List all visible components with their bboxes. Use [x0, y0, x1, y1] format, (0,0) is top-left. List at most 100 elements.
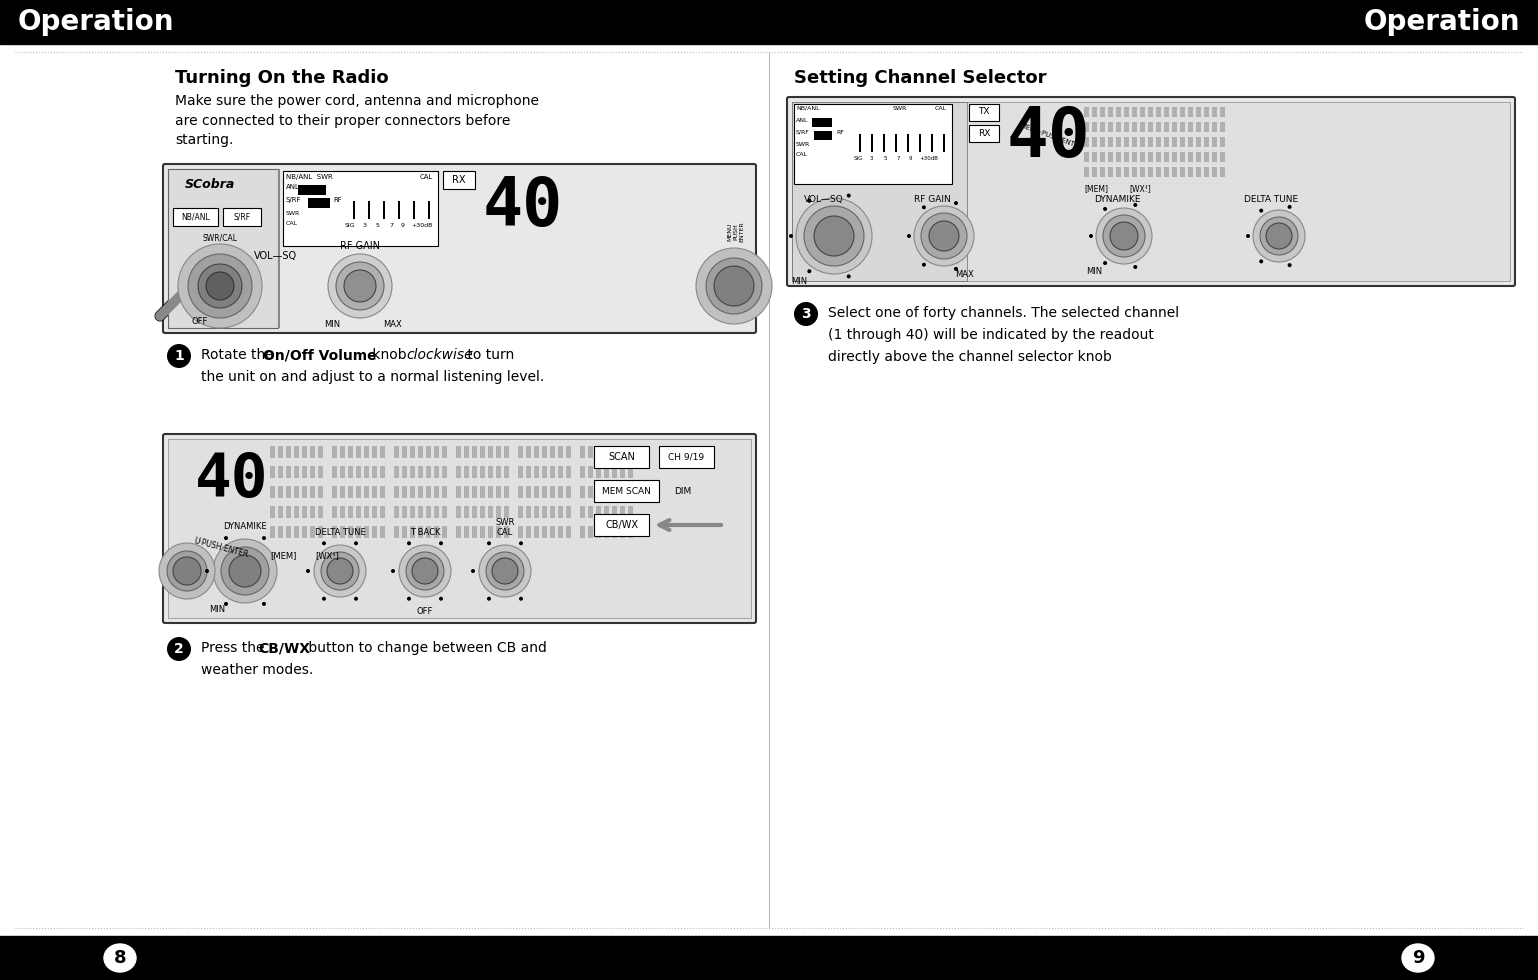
- Bar: [1204, 167, 1209, 177]
- Bar: [443, 171, 475, 189]
- Bar: [895, 134, 897, 152]
- Bar: [620, 466, 624, 478]
- Circle shape: [408, 541, 411, 545]
- Bar: [480, 506, 484, 518]
- Bar: [588, 486, 594, 498]
- Bar: [1157, 152, 1161, 162]
- Bar: [1107, 107, 1114, 117]
- Bar: [1117, 137, 1121, 147]
- Circle shape: [438, 541, 443, 545]
- Bar: [278, 446, 283, 458]
- Text: weather modes.: weather modes.: [201, 663, 314, 677]
- Bar: [1092, 122, 1097, 132]
- Circle shape: [321, 597, 326, 601]
- Circle shape: [158, 543, 215, 599]
- Bar: [1164, 122, 1169, 132]
- Bar: [1147, 152, 1154, 162]
- Bar: [372, 486, 377, 498]
- Circle shape: [794, 302, 818, 326]
- Bar: [271, 466, 275, 478]
- Bar: [1157, 122, 1161, 132]
- Bar: [566, 486, 571, 498]
- Text: directly above the channel selector knob: directly above the channel selector knob: [827, 350, 1112, 364]
- Circle shape: [168, 344, 191, 368]
- Bar: [332, 446, 337, 458]
- Text: OFF: OFF: [192, 317, 208, 325]
- Bar: [551, 466, 555, 478]
- Bar: [518, 466, 523, 478]
- Bar: [604, 446, 609, 458]
- Bar: [558, 506, 563, 518]
- Bar: [332, 486, 337, 498]
- Bar: [594, 480, 658, 502]
- Bar: [1172, 152, 1177, 162]
- Circle shape: [328, 558, 354, 584]
- Bar: [311, 486, 315, 498]
- Bar: [332, 466, 337, 478]
- Circle shape: [221, 547, 269, 595]
- Bar: [0, 936, 1538, 980]
- Bar: [1100, 107, 1104, 117]
- Bar: [365, 446, 369, 458]
- Bar: [354, 201, 355, 219]
- Text: 5: 5: [884, 156, 887, 161]
- Bar: [620, 526, 624, 538]
- Bar: [534, 466, 538, 478]
- Bar: [401, 506, 408, 518]
- Text: knob: knob: [368, 348, 411, 362]
- Bar: [168, 439, 751, 618]
- Bar: [604, 526, 609, 538]
- Bar: [551, 526, 555, 538]
- Bar: [472, 506, 477, 518]
- Text: OFF: OFF: [417, 607, 434, 615]
- Text: SWR: SWR: [894, 106, 907, 111]
- Bar: [411, 446, 415, 458]
- Bar: [504, 526, 509, 538]
- Bar: [271, 506, 275, 518]
- Bar: [1204, 137, 1209, 147]
- Bar: [318, 446, 323, 458]
- Bar: [1107, 152, 1114, 162]
- Circle shape: [921, 206, 926, 210]
- Bar: [480, 486, 484, 498]
- Bar: [365, 486, 369, 498]
- Circle shape: [1089, 234, 1094, 238]
- Bar: [426, 506, 431, 518]
- Bar: [518, 486, 523, 498]
- Bar: [534, 506, 538, 518]
- Circle shape: [954, 267, 958, 270]
- Bar: [278, 506, 283, 518]
- Bar: [394, 446, 398, 458]
- Bar: [318, 466, 323, 478]
- Bar: [1147, 122, 1154, 132]
- Bar: [348, 466, 354, 478]
- Bar: [495, 446, 501, 458]
- Bar: [301, 526, 308, 538]
- Circle shape: [471, 569, 475, 573]
- Bar: [1092, 152, 1097, 162]
- Bar: [930, 134, 934, 152]
- Circle shape: [1246, 234, 1250, 238]
- Bar: [372, 526, 377, 538]
- Bar: [308, 198, 331, 208]
- Bar: [348, 486, 354, 498]
- Text: On/Off Volume: On/Off Volume: [263, 348, 377, 362]
- Bar: [1117, 107, 1121, 117]
- Bar: [612, 486, 617, 498]
- Bar: [348, 526, 354, 538]
- Bar: [1204, 107, 1209, 117]
- Circle shape: [492, 558, 518, 584]
- Bar: [534, 526, 538, 538]
- Circle shape: [847, 194, 851, 198]
- Bar: [283, 171, 438, 246]
- Bar: [526, 506, 531, 518]
- Bar: [1132, 167, 1137, 177]
- Bar: [301, 466, 308, 478]
- Bar: [1164, 137, 1169, 147]
- Bar: [1220, 137, 1224, 147]
- Bar: [418, 506, 423, 518]
- Bar: [434, 446, 438, 458]
- FancyArrowPatch shape: [660, 520, 721, 530]
- Bar: [1187, 122, 1193, 132]
- Bar: [1220, 152, 1224, 162]
